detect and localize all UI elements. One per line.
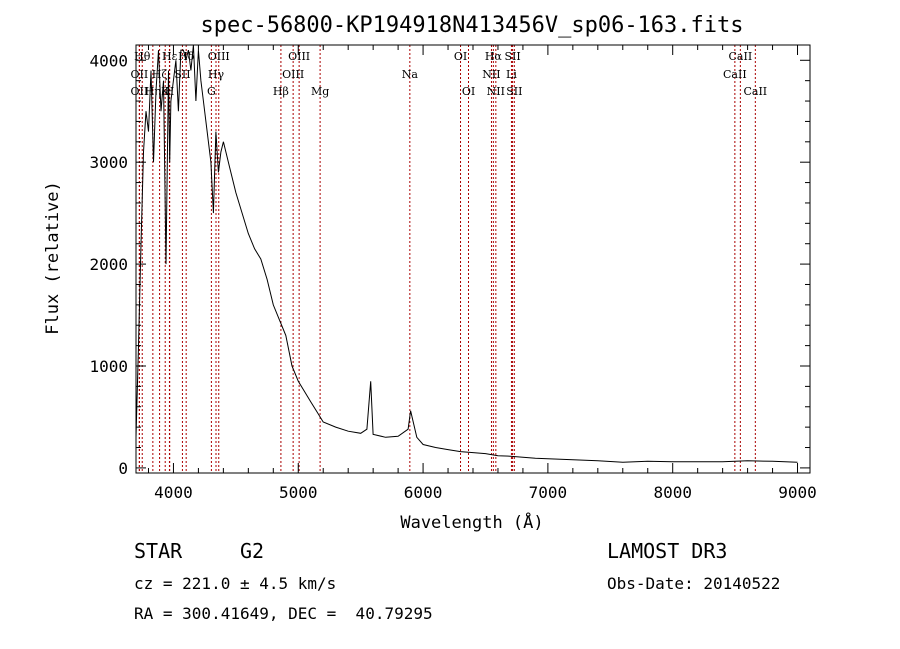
spectrum-line xyxy=(135,44,798,463)
x-tick-label: 8000 xyxy=(653,483,692,502)
x-tick-label: 6000 xyxy=(404,483,443,502)
chart-title: spec-56800-KP194918N413456V_sp06-163.fit… xyxy=(200,13,743,38)
class-label: STAR xyxy=(134,539,183,563)
x-tick-label: 7000 xyxy=(529,483,568,502)
emission-line-label: SII xyxy=(504,50,520,63)
x-axis-label: Wavelength (Å) xyxy=(400,511,543,533)
emission-line-label: Mg xyxy=(311,85,329,98)
emission-line-label: OII xyxy=(131,85,149,98)
y-axis: 0 1000 2000 3000 4000 xyxy=(89,51,810,478)
y-axis-label: Flux (relative) xyxy=(43,181,63,335)
x-axis: 4000 5000 6000 7000 8000 9000 xyxy=(147,45,817,502)
emission-line-labels: OIIOIIHθHηHζHεKHSIIHδGHγOIIIHβOIIIOIIIMg… xyxy=(131,50,768,98)
emission-line-label: OIII xyxy=(288,50,310,63)
emission-line-label: Hθ xyxy=(134,50,151,63)
emission-line-label: Hη xyxy=(145,85,161,98)
survey-label: LAMOST DR3 xyxy=(607,539,728,563)
emission-line-label: SII xyxy=(174,68,190,81)
redshift-label: cz = 221.0 ± 4.5 km/s xyxy=(134,574,337,593)
obs-date-label: Obs-Date: 20140522 xyxy=(607,574,781,593)
y-tick-label: 4000 xyxy=(89,51,128,70)
x-tick-label: 4000 xyxy=(154,483,193,502)
emission-line-label: Hα xyxy=(485,50,503,63)
emission-line-label: SII xyxy=(506,85,522,98)
emission-line-label: OII xyxy=(131,68,149,81)
subclass-label: G2 xyxy=(240,539,265,563)
emission-line-label: G xyxy=(207,85,216,98)
y-tick-label: 1000 xyxy=(89,357,128,376)
coords-label: RA = 300.41649, DEC = 40.79295 xyxy=(134,604,433,623)
emission-line-label: CaII xyxy=(743,85,767,98)
x-tick-label: 9000 xyxy=(778,483,817,502)
emission-line-label: CaII xyxy=(723,68,747,81)
emission-line-label: NII xyxy=(487,85,505,98)
emission-line-label: H xyxy=(165,85,175,98)
emission-line-label: Hβ xyxy=(273,85,289,98)
emission-line-label: Li xyxy=(506,68,517,81)
emission-line-label: CaII xyxy=(729,50,753,63)
plot-frame xyxy=(135,44,811,474)
y-tick-label: 0 xyxy=(118,459,128,478)
emission-line-label: OI xyxy=(454,50,467,63)
emission-line-label: K xyxy=(161,85,170,98)
emission-line-markers xyxy=(138,45,756,473)
emission-line-label: NII xyxy=(482,68,500,81)
x-tick-label: 5000 xyxy=(279,483,318,502)
emission-line-label: OIII xyxy=(282,68,304,81)
emission-line-label: OI xyxy=(462,85,475,98)
emission-line-label: Hγ xyxy=(208,68,225,81)
emission-line-label: OIII xyxy=(208,50,230,63)
y-tick-label: 3000 xyxy=(89,153,128,172)
y-tick-label: 2000 xyxy=(89,255,128,274)
emission-line-label: Na xyxy=(402,68,419,81)
